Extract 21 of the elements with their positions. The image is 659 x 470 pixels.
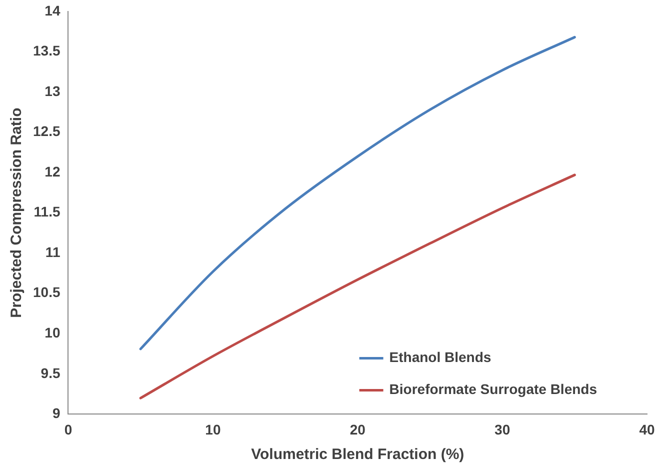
y-axis-title: Projected Compression Ratio (8, 108, 26, 318)
y-tick-label: 12.5 (33, 123, 60, 140)
y-tick-label: 10.5 (33, 284, 60, 300)
y-tick-label: 9 (52, 405, 60, 422)
x-axis-title: Volumetric Blend Fraction (%) (251, 446, 464, 464)
x-tick-label: 20 (350, 421, 366, 438)
y-tick-label: 12 (44, 163, 60, 180)
legend-label: Bioreformate Surrogate Blends (389, 381, 598, 398)
y-tick-label: 13.5 (33, 42, 60, 59)
y-tick-label: 10 (44, 324, 60, 340)
y-tick-label: 11.5 (34, 204, 60, 220)
y-tick-label: 13 (44, 82, 60, 99)
x-tick-label: 40 (639, 421, 655, 438)
x-tick-label: 0 (64, 421, 72, 438)
legend-label: Ethanol Blends (389, 349, 492, 366)
x-tick-label: 10 (205, 421, 221, 438)
line-series (139, 36, 576, 350)
y-tick-label: 14 (44, 2, 60, 18)
x-tick-label: 30 (494, 421, 510, 438)
y-tick-label: 11 (45, 244, 60, 260)
y-tick-label: 9.5 (40, 364, 60, 381)
